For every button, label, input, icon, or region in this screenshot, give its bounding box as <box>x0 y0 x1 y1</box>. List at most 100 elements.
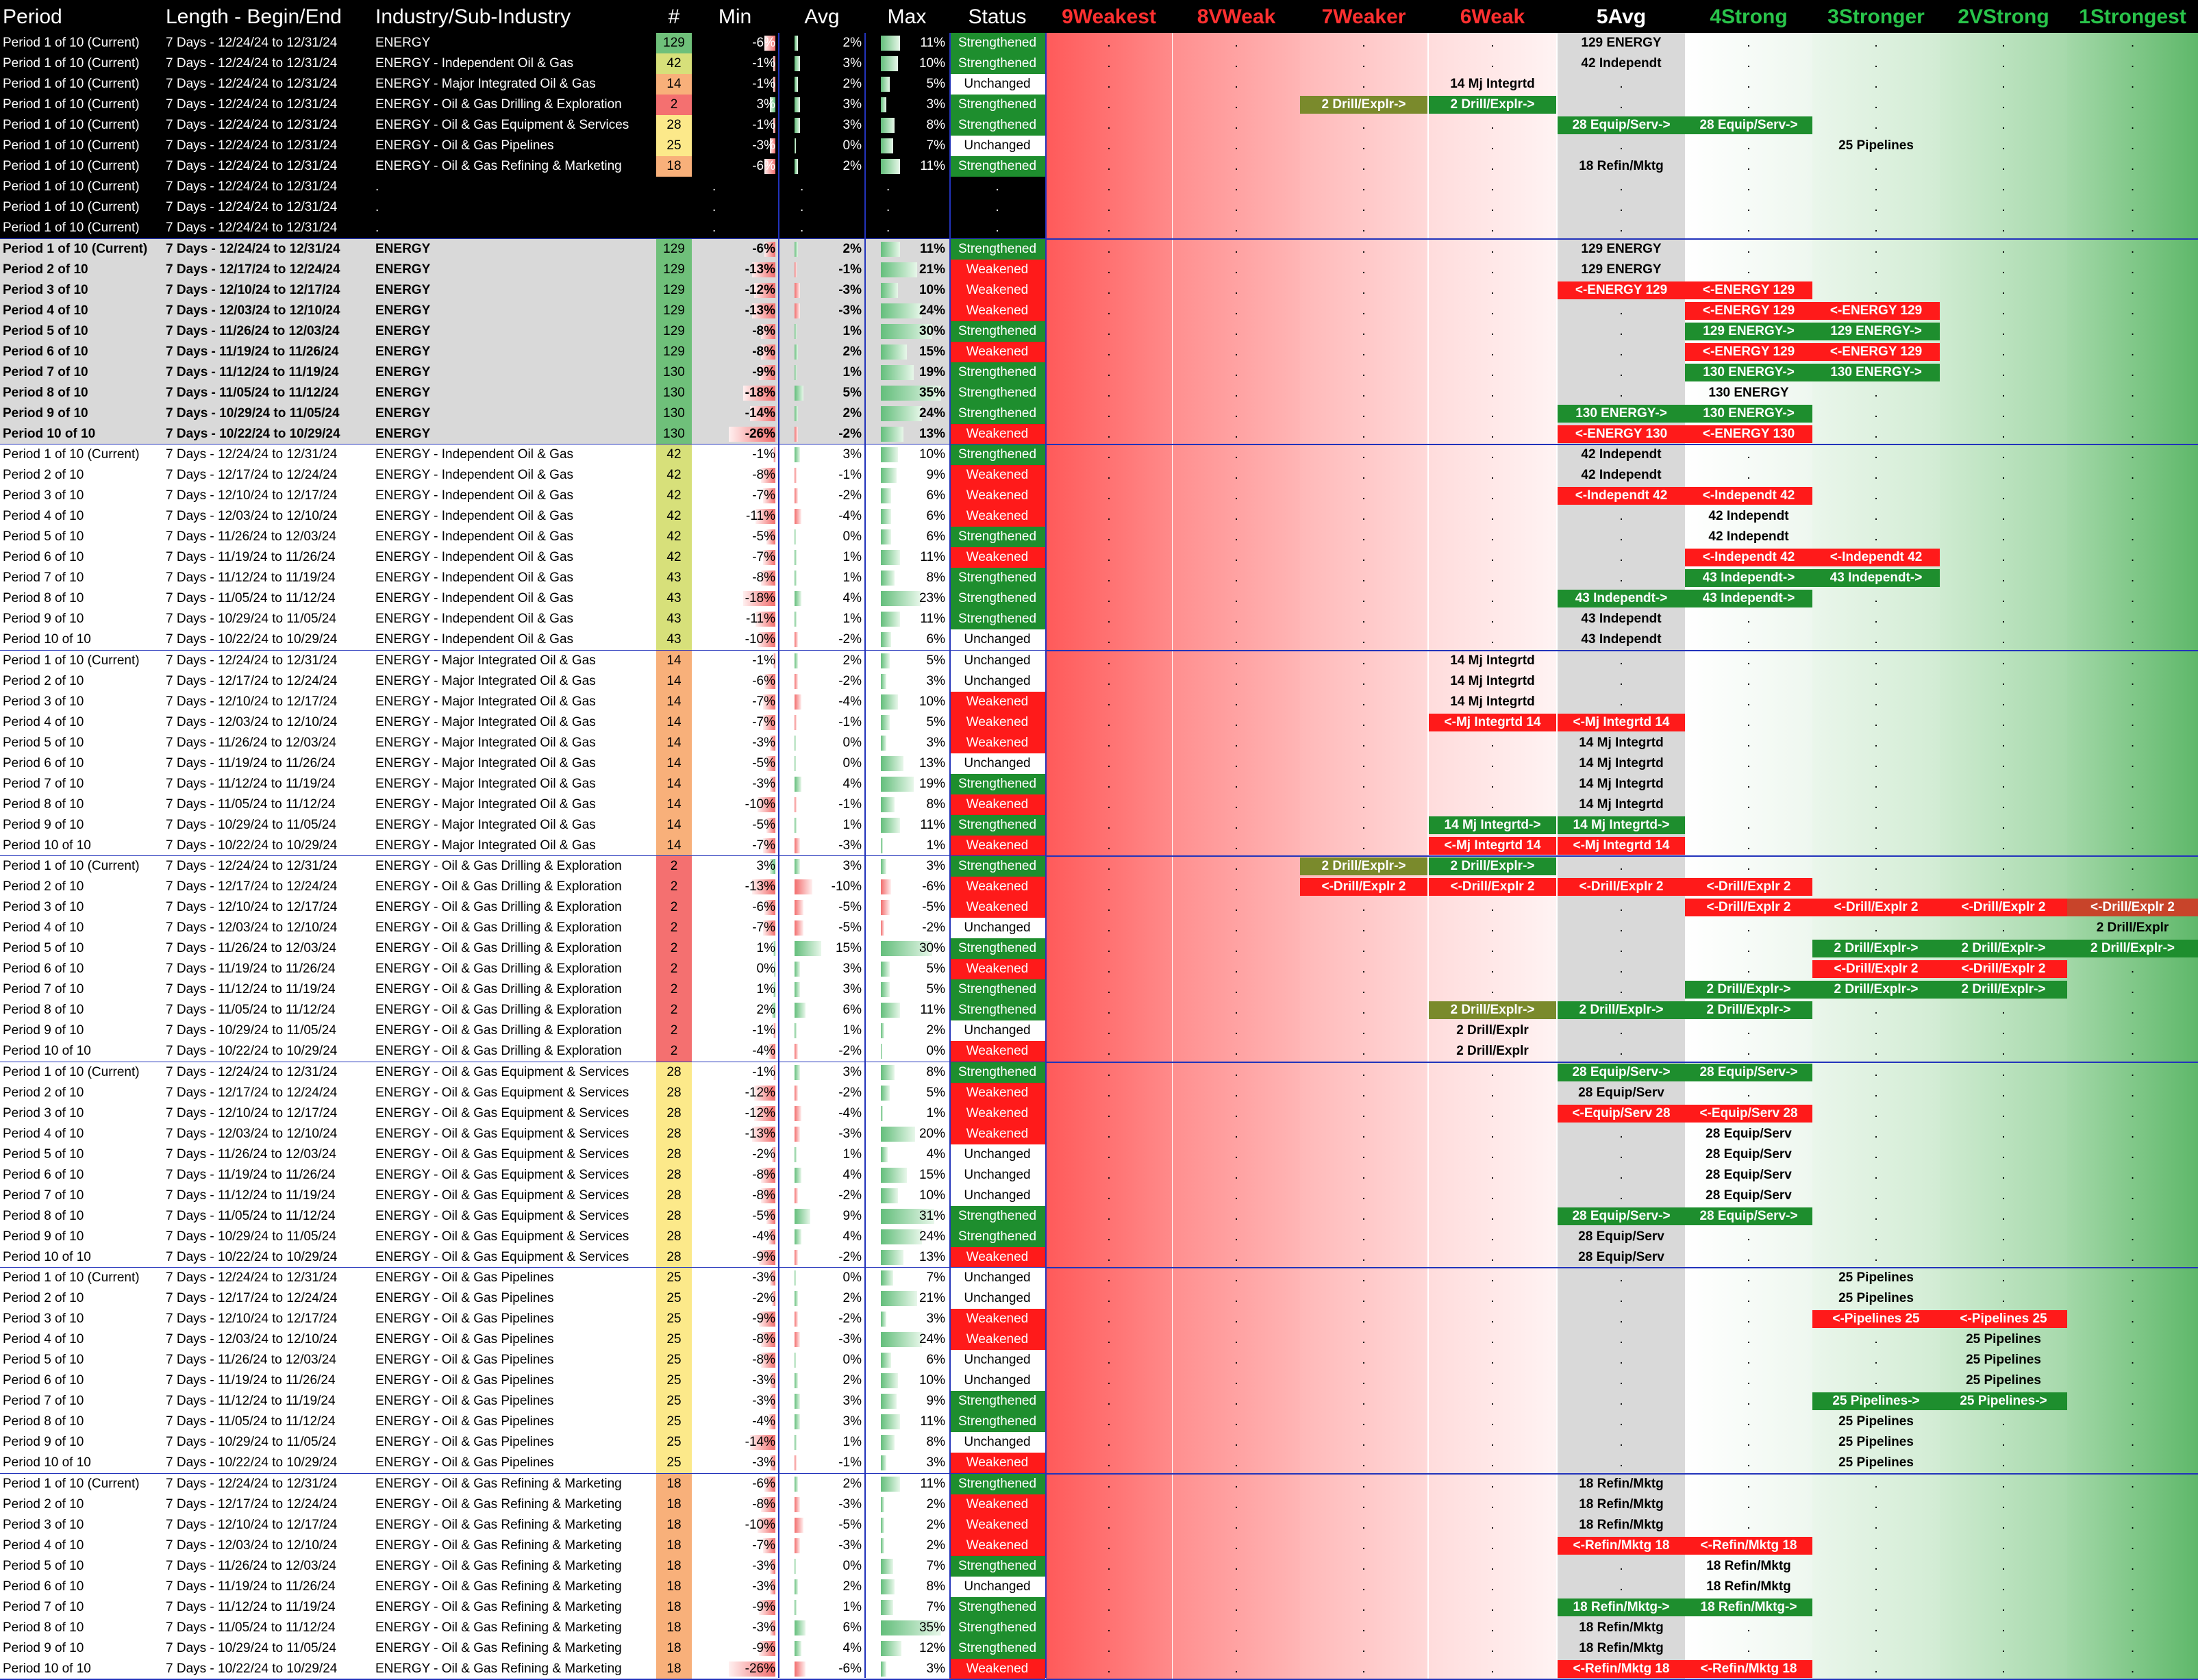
table-row[interactable]: Period 6 of 10 7 Days - 11/19/24 to 11/26… <box>0 1164 2198 1186</box>
table-row[interactable]: Period 1 of 10 (Current) 7 Days - 12/24/2… <box>0 444 2198 465</box>
rating-tag[interactable]: <-Refin/Mktg 18 <box>1685 1659 1812 1678</box>
header-strongest[interactable]: 1Strongest <box>2079 5 2186 28</box>
rating-tag[interactable]: 42 Independt <box>1581 468 1662 483</box>
rating-tag[interactable]: 2 Drill/Explr-> <box>1940 981 2067 999</box>
table-row[interactable]: Period 7 of 10 7 Days - 11/12/24 to 11/19… <box>0 979 2198 1001</box>
header-weaker[interactable]: 7Weaker <box>1321 5 1406 28</box>
rating-tag[interactable]: <-Refin/Mktg 18 <box>1558 1536 1685 1555</box>
table-row[interactable]: Period 1 of 10 (Current) 7 Days - 12/24/2… <box>0 74 2198 95</box>
rating-tag[interactable]: 2 Drill/Explr-> <box>1940 940 2067 958</box>
rating-tag[interactable]: <-Refin/Mktg 18 <box>1685 1536 1812 1555</box>
rating-tag[interactable]: <-ENERGY 129 <box>1685 281 1812 299</box>
table-row[interactable]: Period 1 of 10 (Current) 7 Days - 12/24/2… <box>0 95 2198 116</box>
rating-tag[interactable]: <-Independt 42 <box>1812 549 1940 567</box>
table-row[interactable]: Period 3 of 10 7 Days - 12/10/24 to 12/17… <box>0 1103 2198 1124</box>
table-row[interactable]: Period 1 of 10 (Current) 7 Days - 12/24/2… <box>0 115 2198 136</box>
rating-tag[interactable]: 2 Drill/Explr <box>1456 1044 1529 1059</box>
rating-tag[interactable]: <-Independt 42 <box>1685 549 1812 567</box>
rating-tag[interactable]: <-Mj Integrtd 14 <box>1429 713 1556 731</box>
table-row[interactable]: Period 1 of 10 (Current) 7 Days - 12/24/2… <box>0 177 2198 198</box>
table-row[interactable]: Period 4 of 10 7 Days - 12/03/24 to 12/10… <box>0 918 2198 939</box>
header-count[interactable]: # <box>668 5 680 28</box>
rating-tag[interactable]: <-Drill/Explr 2 <box>1558 878 1685 897</box>
rating-tag[interactable]: 2 Drill/Explr-> <box>1429 1001 1556 1020</box>
rating-tag[interactable]: 43 Independt <box>1581 632 1662 647</box>
table-row[interactable]: Period 10 of 10 7 Days - 10/22/24 to 10/2… <box>0 1453 2198 1474</box>
rating-tag[interactable]: <-Mj Integrtd 14 <box>1429 836 1556 855</box>
rating-tag[interactable]: 42 Independt <box>1708 529 1789 544</box>
rating-tag[interactable]: 129 ENERGY-> <box>1685 322 1812 340</box>
rating-tag[interactable]: 2 Drill/Explr <box>1456 1023 1529 1038</box>
table-row[interactable]: Period 7 of 10 7 Days - 11/12/24 to 11/19… <box>0 1185 2198 1206</box>
table-row[interactable]: Period 9 of 10 7 Days - 10/29/24 to 11/05… <box>0 1432 2198 1453</box>
table-row[interactable]: Period 3 of 10 7 Days - 12/10/24 to 12/17… <box>0 1309 2198 1330</box>
rating-tag[interactable]: 25 Pipelines <box>1966 1373 2041 1388</box>
table-row[interactable]: Period 2 of 10 7 Days - 12/17/24 to 12/24… <box>0 465 2198 486</box>
table-row[interactable]: Period 1 of 10 (Current) 7 Days - 12/24/2… <box>0 1062 2198 1083</box>
rating-tag[interactable]: 43 Independt-> <box>1812 569 1940 588</box>
rating-tag[interactable]: 25 Pipelines <box>1838 1414 1914 1429</box>
rating-tag[interactable]: 28 Equip/Serv <box>1706 1188 1792 1203</box>
table-row[interactable]: Period 3 of 10 7 Days - 12/10/24 to 12/17… <box>0 691 2198 712</box>
rating-tag[interactable]: 42 Independt <box>1581 56 1662 71</box>
rating-tag[interactable]: 28 Equip/Serv-> <box>1685 116 1812 135</box>
rating-tag[interactable]: 14 Mj Integrtd-> <box>1429 816 1556 834</box>
table-row[interactable]: Period 6 of 10 7 Days - 11/19/24 to 11/26… <box>0 547 2198 568</box>
table-row[interactable]: Period 7 of 10 7 Days - 11/12/24 to 11/19… <box>0 362 2198 383</box>
rating-tag[interactable]: 43 Independt <box>1581 612 1662 627</box>
rating-tag[interactable]: 28 Equip/Serv-> <box>1685 1207 1812 1225</box>
rating-tag[interactable]: 28 Equip/Serv <box>1706 1167 1792 1182</box>
table-row[interactable]: Period 7 of 10 7 Days - 11/12/24 to 11/19… <box>0 1596 2198 1618</box>
header-weak[interactable]: 6Weak <box>1460 5 1525 28</box>
table-row[interactable]: Period 9 of 10 7 Days - 10/29/24 to 11/05… <box>0 814 2198 836</box>
header-stronger[interactable]: 3Stronger <box>1827 5 1925 28</box>
table-row[interactable]: Period 8 of 10 7 Days - 11/05/24 to 11/12… <box>0 588 2198 610</box>
table-row[interactable]: Period 8 of 10 7 Days - 11/05/24 to 11/12… <box>0 1205 2198 1227</box>
table-row[interactable]: Period 3 of 10 7 Days - 12/10/24 to 12/17… <box>0 897 2198 918</box>
rating-tag[interactable]: 14 Mj Integrtd <box>1450 673 1535 688</box>
table-row[interactable]: Period 9 of 10 7 Days - 10/29/24 to 11/05… <box>0 609 2198 630</box>
rating-tag[interactable]: 18 Refin/Mktg <box>1579 1496 1664 1512</box>
rating-tag[interactable]: 25 Pipelines <box>1838 1291 1914 1306</box>
rating-tag[interactable]: 25 Pipelines <box>1966 1353 2041 1368</box>
rating-tag[interactable]: 25 Pipelines <box>1838 1455 1914 1470</box>
table-row[interactable]: Period 1 of 10 (Current) 7 Days - 12/24/2… <box>0 53 2198 75</box>
table-row[interactable]: Period 5 of 10 7 Days - 11/26/24 to 12/03… <box>0 1350 2198 1371</box>
rating-tag[interactable]: 129 ENERGY-> <box>1812 322 1940 340</box>
table-row[interactable]: Period 4 of 10 7 Days - 12/03/24 to 12/10… <box>0 1123 2198 1144</box>
rating-tag[interactable]: 2 Drill/Explr-> <box>1300 857 1427 875</box>
table-row[interactable]: Period 1 of 10 (Current) 7 Days - 12/24/2… <box>0 156 2198 177</box>
rating-tag[interactable]: 18 Refin/Mktg <box>1579 159 1664 174</box>
rating-tag[interactable]: 14 Mj Integrtd <box>1579 755 1664 770</box>
rating-tag[interactable]: 14 Mj Integrtd <box>1579 776 1664 791</box>
rating-tag[interactable]: 43 Independt-> <box>1685 569 1812 588</box>
rating-tag[interactable]: 18 Refin/Mktg <box>1706 1558 1791 1573</box>
rating-tag[interactable]: 18 Refin/Mktg <box>1579 1640 1664 1655</box>
rating-tag[interactable]: <-Equip/Serv 28 <box>1685 1104 1812 1123</box>
rating-tag[interactable]: 2 Drill/Explr-> <box>1685 981 1812 999</box>
table-row[interactable]: Period 2 of 10 7 Days - 12/17/24 to 12/24… <box>0 259 2198 280</box>
table-row[interactable]: Period 2 of 10 7 Days - 12/17/24 to 12/24… <box>0 670 2198 692</box>
rating-tag[interactable]: 129 ENERGY <box>1581 262 1662 277</box>
table-row[interactable]: Period 4 of 10 7 Days - 12/03/24 to 12/10… <box>0 1535 2198 1556</box>
table-row[interactable]: Period 9 of 10 7 Days - 10/29/24 to 11/05… <box>0 1226 2198 1247</box>
rating-tag[interactable]: <-ENERGY 129 <box>1558 281 1685 299</box>
rating-tag[interactable]: <-Pipelines 25 <box>1812 1310 1940 1329</box>
table-row[interactable]: Period 4 of 10 7 Days - 12/03/24 to 12/10… <box>0 506 2198 527</box>
header-industry[interactable]: Industry/Sub-Industry <box>375 5 571 28</box>
table-row[interactable]: Period 1 of 10 (Current) 7 Days - 12/24/2… <box>0 856 2198 877</box>
rating-tag[interactable]: 14 Mj Integrtd <box>1579 735 1664 750</box>
rating-tag[interactable]: 25 Pipelines <box>1838 1435 1914 1450</box>
table-row[interactable]: Period 3 of 10 7 Days - 12/10/24 to 12/17… <box>0 279 2198 301</box>
rating-tag[interactable]: 25 Pipelines <box>1838 138 1914 153</box>
rating-tag[interactable]: <-Mj Integrtd 14 <box>1558 713 1685 731</box>
table-row[interactable]: Period 4 of 10 7 Days - 12/03/24 to 12/10… <box>0 1329 2198 1351</box>
header-strong[interactable]: 4Strong <box>1710 5 1788 28</box>
header-period[interactable]: Period <box>3 5 62 28</box>
rating-tag[interactable]: <-Pipelines 25 <box>1940 1310 2067 1329</box>
table-row[interactable]: Period 9 of 10 7 Days - 10/29/24 to 11/05… <box>0 1020 2198 1042</box>
rating-tag[interactable]: 14 Mj Integrtd <box>1450 694 1535 709</box>
rating-tag[interactable]: <-Independt 42 <box>1685 487 1812 505</box>
rating-tag[interactable]: 42 Independt <box>1708 509 1789 524</box>
rating-tag[interactable]: 130 ENERGY-> <box>1558 404 1685 423</box>
